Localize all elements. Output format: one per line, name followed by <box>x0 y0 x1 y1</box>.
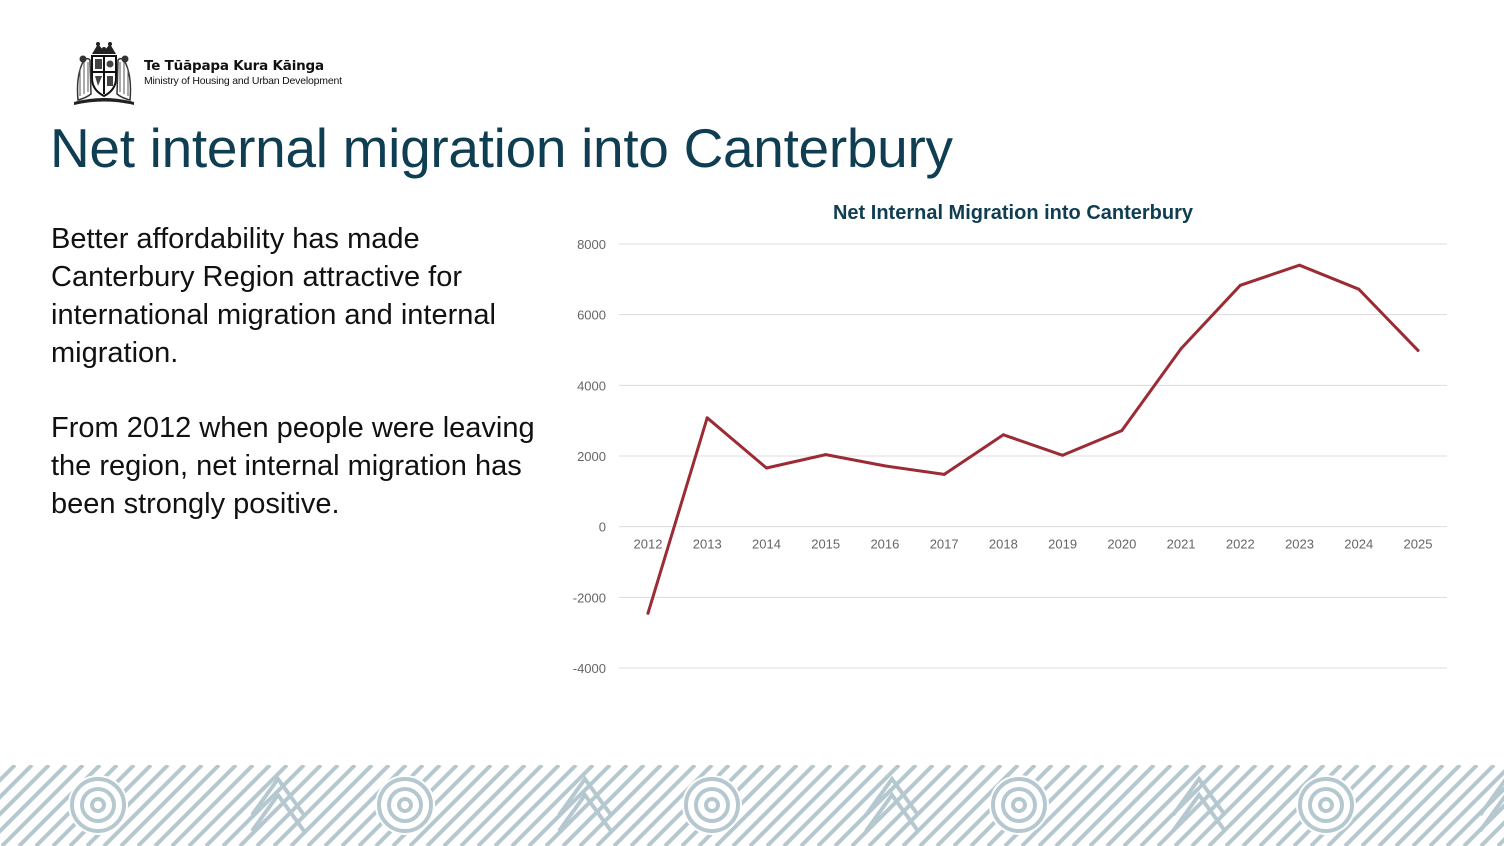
data-point <box>764 466 768 470</box>
data-point <box>646 611 650 615</box>
migration-line-chart: Net Internal Migration into Canterbury -… <box>573 202 1447 676</box>
data-point <box>1416 348 1420 352</box>
series-line-0 <box>646 263 1420 615</box>
body-text: Better affordability has made Canterbury… <box>51 220 551 560</box>
x-tick-label: 2019 <box>1048 537 1077 552</box>
y-tick-label: -2000 <box>573 590 606 605</box>
data-point <box>1061 453 1065 457</box>
x-tick-label: 2025 <box>1404 537 1433 552</box>
x-tick-label: 2015 <box>811 537 840 552</box>
x-tick-label: 2021 <box>1167 537 1196 552</box>
x-tick-label: 2017 <box>930 537 959 552</box>
y-tick-label: -4000 <box>573 661 606 676</box>
y-tick-label: 6000 <box>577 308 606 323</box>
ministry-logo: Te Tūāpapa Kura Kāinga Ministry of Housi… <box>70 40 342 106</box>
data-point <box>824 453 828 457</box>
decorative-pattern-band <box>0 765 1504 846</box>
x-tick-label: 2018 <box>989 537 1018 552</box>
chart-title: Net Internal Migration into Canterbury <box>833 202 1194 224</box>
x-tick-label: 2016 <box>870 537 899 552</box>
x-tick-label: 2013 <box>693 537 722 552</box>
logo-maori-name: Te Tūāpapa Kura Kāinga <box>144 57 324 74</box>
y-tick-label: 8000 <box>577 237 606 252</box>
data-point <box>1357 287 1361 291</box>
data-point <box>883 464 887 468</box>
data-point <box>1238 283 1242 287</box>
x-tick-label: 2020 <box>1107 537 1136 552</box>
x-tick-label: 2012 <box>634 537 663 552</box>
data-point <box>1120 429 1124 433</box>
y-tick-label: 2000 <box>577 449 606 464</box>
x-tick-label: 2024 <box>1344 537 1373 552</box>
data-point <box>942 472 946 476</box>
data-point <box>1179 347 1183 351</box>
body-paragraph-1: Better affordability has made Canterbury… <box>51 223 496 369</box>
x-tick-label: 2022 <box>1226 537 1255 552</box>
data-point <box>705 416 709 420</box>
page-title: Net internal migration into Canterbury <box>50 117 953 179</box>
coat-of-arms-icon <box>74 42 134 105</box>
y-tick-label: 0 <box>599 520 606 535</box>
x-tick-label: 2014 <box>752 537 781 552</box>
y-tick-label: 4000 <box>577 378 606 393</box>
x-tick-label: 2023 <box>1285 537 1314 552</box>
body-paragraph-2: From 2012 when people were leaving the r… <box>51 412 535 520</box>
data-point <box>1001 433 1005 437</box>
data-point <box>1298 263 1302 267</box>
logo-english-name: Ministry of Housing and Urban Developmen… <box>144 75 342 88</box>
